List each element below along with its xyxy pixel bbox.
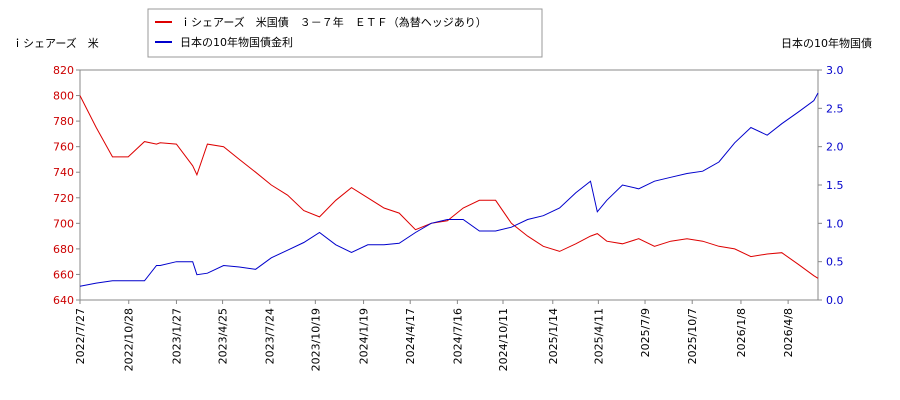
y2-tick-label: 1.0: [826, 217, 844, 230]
y2-tick-label: 0.5: [826, 256, 844, 269]
x-tick-label: 2025/10/7: [686, 308, 699, 364]
x-tick-label: 2024/7/16: [451, 308, 464, 364]
y2-tick-label: 1.5: [826, 179, 844, 192]
x-tick-label: 2023/10/19: [309, 308, 322, 371]
x-tick-label: 2024/1/19: [358, 308, 371, 364]
y-tick-label: 740: [53, 166, 74, 179]
x-tick-label: 2023/4/25: [217, 308, 230, 364]
y-tick-label: 780: [53, 115, 74, 128]
y-tick-label: 640: [53, 294, 74, 307]
y-tick-label: 700: [53, 217, 74, 230]
y2-tick-label: 0.0: [826, 294, 844, 307]
series-line: [79, 95, 819, 279]
x-tick-label: 2023/7/24: [264, 308, 277, 364]
y2-tick-label: 3.0: [826, 64, 844, 77]
x-tick-label: 2022/10/28: [123, 308, 136, 371]
x-tick-label: 2025/7/9: [639, 308, 652, 357]
x-tick-label: 2025/4/11: [592, 308, 605, 364]
y-axis-label: ｉシェアーズ 米: [12, 36, 99, 50]
y-tick-label: 720: [53, 192, 74, 205]
x-tick-label: 2026/1/8: [735, 308, 748, 357]
x-tick-label: 2024/4/17: [404, 308, 417, 364]
legend-label: ｉシェアーズ 米国債 ３－７年 ＥＴＦ（為替ヘッジあり）: [180, 15, 487, 29]
y-tick-label: 680: [53, 243, 74, 256]
x-tick-label: 2024/10/11: [497, 308, 510, 371]
y-tick-label: 660: [53, 268, 74, 281]
x-tick-label: 2025/1/14: [547, 308, 560, 364]
series-line: [79, 92, 819, 287]
y-tick-label: 760: [53, 141, 74, 154]
plot-frame: [79, 69, 819, 301]
y2-tick-label: 2.0: [826, 141, 844, 154]
y-tick-label: 820: [53, 64, 74, 77]
y2-tick-label: 2.5: [826, 102, 844, 115]
legend-box: [147, 8, 543, 58]
y-tick-label: 800: [53, 90, 74, 103]
legend-label: 日本の10年物国債金利: [180, 35, 293, 49]
x-tick-label: 2026/4/8: [782, 308, 795, 357]
x-tick-label: 2022/7/27: [74, 308, 87, 364]
x-tick-label: 2023/1/27: [170, 308, 183, 364]
y2-axis-label: 日本の10年物国債: [781, 36, 872, 50]
